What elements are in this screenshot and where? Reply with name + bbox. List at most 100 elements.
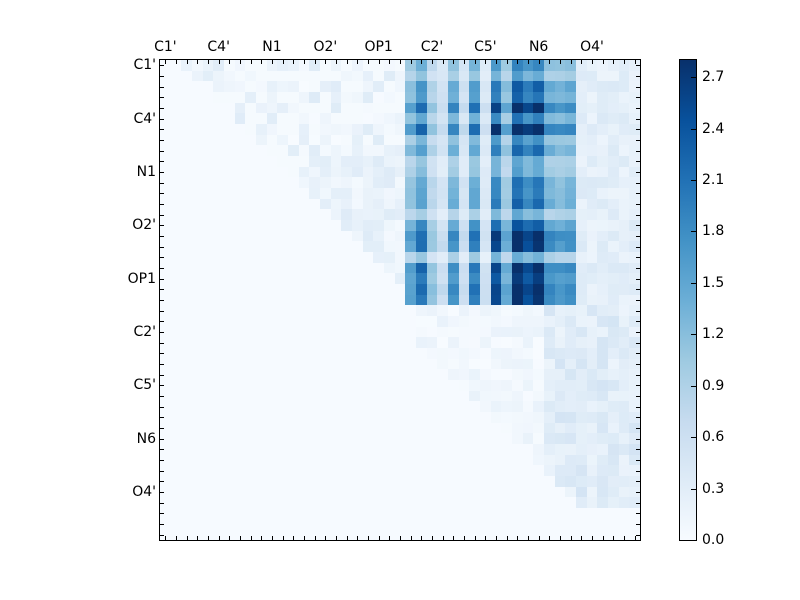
heatmap-cell	[437, 337, 448, 348]
heatmap-cell	[586, 198, 598, 210]
heatmap-cell	[629, 401, 640, 412]
x-tick	[528, 536, 529, 540]
heatmap-cell	[501, 198, 512, 210]
heatmap-cell	[384, 209, 395, 220]
heatmap-cell	[522, 337, 534, 348]
heatmap-cell	[416, 422, 427, 434]
heatmap-cell	[362, 241, 374, 252]
heatmap-cell	[608, 70, 619, 82]
x-tick	[570, 536, 572, 540]
heatmap-cell	[160, 241, 171, 252]
heatmap-cell	[501, 166, 512, 178]
heatmap-cell	[469, 241, 480, 252]
heatmap-cell	[565, 454, 576, 466]
heatmap-cell	[576, 262, 587, 274]
heatmap-cell	[160, 102, 171, 114]
heatmap-cell	[213, 188, 224, 199]
heatmap-cell	[416, 230, 427, 242]
heatmap-cell	[437, 113, 448, 124]
heatmap-cell	[490, 476, 502, 487]
heatmap-cell	[448, 422, 459, 434]
x-tick	[229, 536, 231, 540]
heatmap-cell	[277, 337, 288, 348]
y-tick	[636, 246, 640, 248]
heatmap-cell	[373, 454, 384, 466]
heatmap-cell	[469, 380, 480, 391]
heatmap-cell	[202, 433, 214, 444]
heatmap-cell	[586, 262, 598, 274]
y-tick	[636, 417, 640, 419]
heatmap-cell	[544, 70, 555, 82]
heatmap-cell	[629, 529, 640, 540]
y-tick-label: OP1	[127, 270, 156, 287]
heatmap-cell	[373, 273, 384, 284]
heatmap-cell	[405, 508, 416, 519]
heatmap-cell	[416, 294, 427, 306]
heatmap-cell	[224, 252, 235, 263]
heatmap-cell	[501, 454, 512, 466]
heatmap-cell	[490, 369, 502, 380]
heatmap-cell	[181, 433, 192, 444]
heatmap-cell	[234, 188, 246, 199]
heatmap-cell	[565, 465, 576, 476]
heatmap-cell	[213, 358, 224, 370]
heatmap-cell	[362, 486, 374, 498]
heatmap-cell	[256, 124, 267, 135]
heatmap-cell	[298, 70, 310, 82]
heatmap-cell	[597, 60, 608, 71]
heatmap-cell	[426, 444, 438, 455]
heatmap-cell	[458, 294, 470, 306]
heatmap-cell	[160, 220, 171, 231]
heatmap-cell	[544, 358, 555, 370]
x-tick	[218, 536, 220, 540]
heatmap-cell	[341, 422, 352, 434]
heatmap-cell	[320, 60, 331, 71]
y-tick	[160, 438, 164, 440]
heatmap-cell	[362, 529, 374, 540]
heatmap-cell	[330, 337, 342, 348]
heatmap-cell	[160, 529, 171, 540]
heatmap-cell	[416, 81, 427, 92]
heatmap-cell	[618, 305, 630, 316]
heatmap-cell	[192, 476, 203, 487]
heatmap-cell	[373, 433, 384, 444]
y-tick	[636, 65, 640, 67]
heatmap-cell	[544, 390, 555, 402]
heatmap-cell	[448, 454, 459, 466]
heatmap-cell	[416, 390, 427, 402]
heatmap-cell	[234, 124, 246, 135]
heatmap-cell	[298, 124, 310, 135]
heatmap-cell	[224, 476, 235, 487]
heatmap-cell	[362, 262, 374, 274]
heatmap-cell	[501, 294, 512, 306]
heatmap-cell	[181, 508, 192, 519]
y-tick	[636, 428, 640, 429]
heatmap-cell	[544, 476, 555, 487]
heatmap-cell	[192, 156, 203, 167]
heatmap-cell	[565, 294, 576, 306]
heatmap-cell	[266, 273, 278, 284]
heatmap-cell	[352, 145, 363, 156]
heatmap-cell	[576, 326, 587, 338]
heatmap-cell	[448, 156, 459, 167]
x-tick	[410, 536, 412, 540]
heatmap-cell	[309, 433, 320, 444]
heatmap-cell	[416, 92, 427, 103]
heatmap-cell	[234, 230, 246, 242]
heatmap-cell	[373, 241, 384, 252]
heatmap-cell	[213, 60, 224, 71]
heatmap-cell	[160, 316, 171, 327]
heatmap-cell	[522, 444, 534, 455]
heatmap-cell	[320, 209, 331, 220]
y-tick	[636, 353, 640, 355]
y-tick	[636, 268, 640, 269]
heatmap-cell	[618, 60, 630, 71]
heatmap-cell	[618, 326, 630, 338]
y-tick	[636, 225, 640, 227]
x-tick	[314, 60, 316, 64]
heatmap-cell	[234, 177, 246, 188]
heatmap-cell	[234, 134, 246, 146]
heatmap-cell	[394, 326, 406, 338]
heatmap-cell	[234, 198, 246, 210]
heatmap-cell	[394, 134, 406, 146]
